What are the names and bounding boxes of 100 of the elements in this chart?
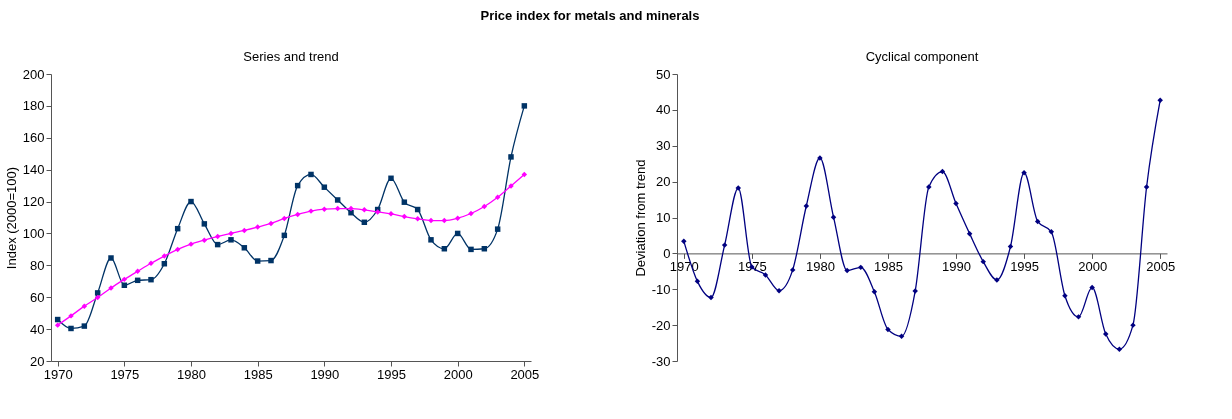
point	[254, 224, 261, 230]
x-tick-label: 1975	[110, 366, 140, 382]
point	[321, 206, 328, 212]
point	[134, 268, 141, 274]
point	[830, 214, 837, 220]
point	[241, 245, 248, 251]
point	[871, 289, 878, 295]
point	[201, 237, 208, 243]
point	[321, 184, 328, 190]
x-tick-label: 1995	[377, 366, 406, 382]
x-tick-label: 1990	[942, 258, 971, 274]
x-tick-label: 2005	[1146, 258, 1176, 274]
point	[762, 272, 769, 278]
point	[1075, 314, 1082, 320]
point	[789, 267, 796, 273]
point	[521, 103, 528, 109]
point	[1089, 284, 1095, 291]
point	[1062, 292, 1068, 299]
y-tick-label: 20	[656, 174, 671, 190]
point	[1021, 169, 1027, 176]
point	[708, 294, 714, 301]
y-tick-label: 100	[22, 225, 45, 241]
point	[254, 258, 261, 264]
point	[1048, 229, 1055, 235]
y-tick-label: 60	[30, 289, 45, 305]
point	[174, 246, 181, 253]
point	[494, 226, 501, 232]
point	[401, 199, 408, 205]
point	[228, 237, 234, 243]
point	[121, 276, 128, 283]
y-tick-label: -20	[651, 317, 671, 333]
x-tick-label: 1985	[874, 258, 903, 274]
y-axis-title: Deviation from trend	[632, 159, 648, 277]
y-tick-label: 180	[22, 98, 45, 114]
chart-title: Series and trend	[243, 49, 339, 64]
x-tick-label: 2000	[443, 366, 473, 382]
point	[966, 230, 973, 237]
point	[980, 258, 986, 265]
point	[681, 238, 687, 244]
point	[1157, 97, 1163, 103]
point	[188, 198, 194, 205]
text: Price index for metals and minerals	[480, 8, 700, 23]
y-tick-label: 120	[22, 194, 45, 210]
y-tick-label: 0	[663, 245, 671, 261]
point	[721, 242, 728, 248]
point	[776, 287, 782, 294]
chart-title: Cyclical component	[865, 49, 979, 64]
y-tick-label: 10	[656, 210, 671, 225]
point	[428, 237, 434, 243]
y-tick-label: -10	[651, 281, 671, 297]
y-tick-label: 40	[30, 321, 45, 337]
point	[81, 303, 88, 309]
y-axis-title: Index (2000=100)	[3, 166, 19, 270]
point	[898, 333, 905, 339]
x-tick-label: 1980	[177, 366, 206, 382]
point	[108, 255, 114, 261]
point	[508, 154, 514, 160]
point	[468, 246, 474, 253]
x-tick-label: 1985	[243, 366, 273, 382]
y-tick-label: 200	[22, 66, 45, 82]
point	[268, 257, 274, 264]
x-tick-label: 1995	[1010, 258, 1040, 274]
point	[54, 322, 61, 328]
point	[68, 325, 74, 332]
point	[454, 215, 461, 221]
y-tick-label: -30	[651, 353, 671, 369]
y-tick-label: 140	[22, 162, 45, 178]
point	[94, 290, 101, 296]
x-tick-label: 1970	[43, 366, 73, 382]
point	[334, 197, 341, 203]
point	[1116, 346, 1123, 352]
point	[148, 276, 154, 283]
point	[161, 253, 168, 259]
point	[201, 221, 208, 227]
point	[468, 210, 474, 217]
point	[858, 264, 864, 271]
x-tick-label: 1980	[805, 258, 835, 274]
point	[268, 220, 274, 227]
y-tick-label: 20	[30, 353, 45, 369]
point	[414, 216, 421, 222]
point	[803, 203, 810, 209]
point	[494, 194, 501, 200]
x-tick-label: 1990	[310, 366, 340, 382]
point	[844, 267, 850, 274]
point	[361, 207, 368, 213]
point	[885, 326, 891, 333]
y-tick-label: 80	[30, 257, 45, 273]
y-tick-label: 30	[656, 138, 671, 154]
point	[348, 209, 354, 216]
point	[81, 323, 88, 329]
point	[735, 185, 741, 191]
x-tick-label: 2000	[1078, 258, 1108, 274]
point	[953, 200, 959, 207]
y-tick-label: 160	[22, 130, 45, 146]
point	[348, 205, 354, 212]
point	[308, 171, 314, 178]
point	[428, 217, 434, 224]
point	[1143, 184, 1150, 190]
y-tick-label: 40	[656, 102, 671, 118]
point	[228, 230, 234, 237]
